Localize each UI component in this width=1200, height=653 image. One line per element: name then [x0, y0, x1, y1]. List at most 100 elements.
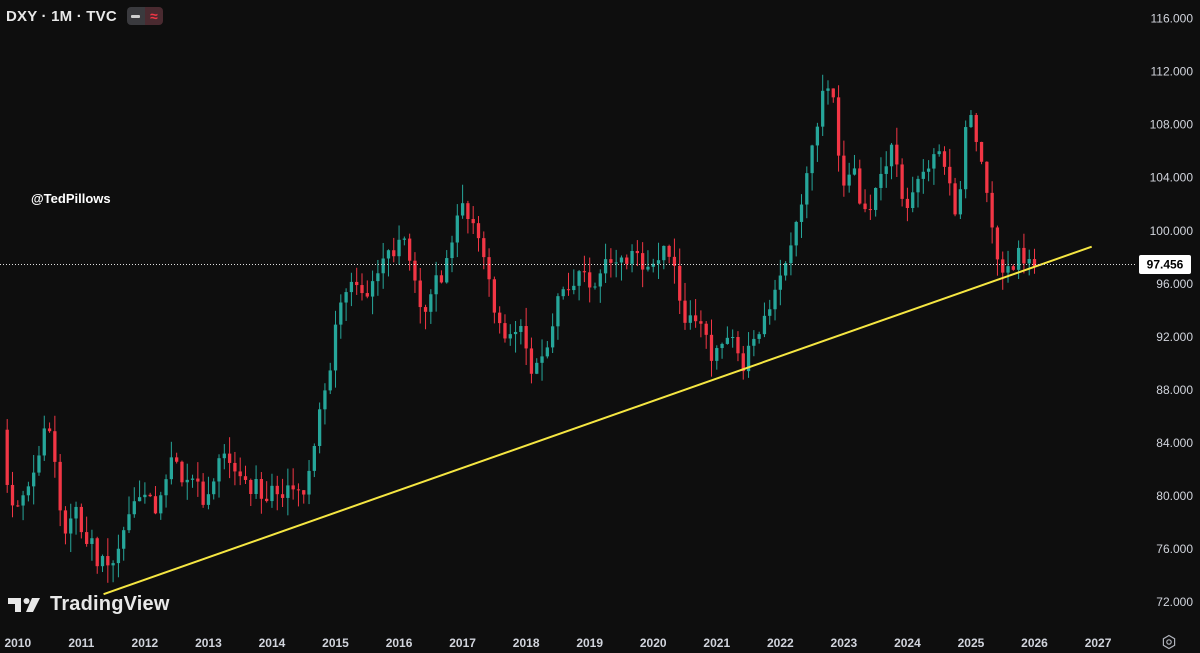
- candle-body: [233, 462, 237, 472]
- candle-body: [397, 239, 401, 257]
- x-tick-label: 2012: [132, 636, 159, 650]
- candle-body: [863, 203, 867, 210]
- candle-body: [408, 238, 412, 261]
- wave-icon[interactable]: ≈: [144, 7, 163, 25]
- y-tick-label: 96.000: [1156, 277, 1193, 291]
- candle-body: [344, 292, 348, 303]
- candle-body: [476, 223, 481, 239]
- candle-body: [1006, 266, 1010, 273]
- candle-body: [439, 275, 444, 283]
- minus-icon[interactable]: [126, 7, 145, 25]
- candle-body: [688, 315, 692, 323]
- candle-body: [556, 296, 560, 327]
- candle-body: [932, 154, 936, 169]
- candle-body: [905, 198, 910, 208]
- candle-body: [196, 478, 200, 482]
- candle-body: [577, 271, 581, 286]
- candle-body: [985, 161, 989, 193]
- candle-body: [630, 250, 634, 264]
- candle-body: [699, 321, 703, 324]
- candle-body: [201, 481, 205, 505]
- y-tick-label: 108.000: [1150, 118, 1194, 132]
- candle-body: [953, 183, 957, 215]
- candle-body: [895, 144, 899, 165]
- candle-body: [402, 238, 406, 240]
- candle-body: [323, 390, 327, 410]
- candle-body: [598, 273, 602, 287]
- candle-body: [492, 279, 497, 313]
- candle-body: [921, 171, 925, 179]
- candle-body: [836, 97, 841, 156]
- candle-body: [561, 289, 565, 297]
- candlestick-series: [5, 74, 1037, 583]
- candle-body: [974, 115, 978, 142]
- x-axis[interactable]: 2010 2011 2012 2013 2014 2015 2016 2017 2018 2019…: [4, 636, 1111, 650]
- candle-body: [709, 334, 714, 361]
- candle-body: [678, 265, 682, 301]
- candle-body: [519, 326, 523, 332]
- candle-body: [619, 257, 624, 263]
- indicator-toggle[interactable]: ≈: [126, 7, 163, 25]
- candle-body: [524, 326, 528, 349]
- x-tick-label: 2020: [640, 636, 667, 650]
- candle-body: [190, 478, 195, 480]
- candle-body: [858, 168, 862, 204]
- candle-body: [212, 481, 216, 495]
- candle-body: [58, 461, 62, 511]
- candle-body: [672, 256, 677, 266]
- candle-body: [513, 331, 518, 335]
- x-tick-label: 2024: [894, 636, 921, 650]
- candle-body: [662, 245, 666, 261]
- candle-body: [307, 470, 311, 495]
- candle-body: [752, 338, 756, 346]
- candle-body: [317, 409, 322, 446]
- candle-body: [127, 514, 131, 531]
- candle-body: [132, 501, 136, 515]
- candle-body: [773, 289, 777, 310]
- x-tick-label: 2018: [513, 636, 540, 650]
- candle-body: [243, 476, 248, 480]
- x-tick-label: 2023: [831, 636, 858, 650]
- candle-body: [360, 285, 364, 294]
- current-price-value: 97.456: [1147, 258, 1184, 272]
- settings-icon[interactable]: [1161, 634, 1177, 650]
- candle-body: [10, 484, 15, 506]
- y-axis[interactable]: 116.000 112.000 108.000 104.000 100.000 96.00…: [1150, 12, 1194, 610]
- x-tick-label: 2026: [1021, 636, 1048, 650]
- candle-body: [693, 315, 698, 322]
- candle-body: [572, 285, 576, 291]
- candle-body: [222, 453, 226, 459]
- candle-body: [603, 259, 608, 274]
- candle-body: [794, 221, 798, 246]
- x-tick-label: 2019: [576, 636, 603, 650]
- x-tick-label: 2027: [1085, 636, 1112, 650]
- candle-body: [148, 494, 152, 497]
- candle-body: [418, 280, 422, 308]
- x-tick-label: 2013: [195, 636, 222, 650]
- candle-body: [958, 189, 963, 215]
- candle-body: [1027, 259, 1031, 264]
- candle-body: [948, 166, 952, 184]
- candle-body: [842, 155, 846, 186]
- candle-body: [969, 115, 973, 128]
- candle-body: [768, 309, 772, 316]
- candle-body: [217, 458, 221, 482]
- candle-body: [365, 293, 369, 297]
- candle-body: [445, 258, 449, 283]
- candle-body: [164, 479, 168, 496]
- candle-body: [16, 505, 20, 507]
- candle-body: [312, 445, 316, 471]
- candle-body: [376, 273, 380, 282]
- x-tick-label: 2017: [449, 636, 476, 650]
- candle-body: [79, 506, 83, 533]
- support-trendline[interactable]: [103, 245, 1093, 596]
- candle-body: [498, 312, 502, 324]
- tradingview-logo[interactable]: TradingView: [8, 593, 170, 616]
- candle-body: [942, 151, 947, 167]
- candle-body: [778, 275, 782, 290]
- candle-body: [651, 263, 655, 267]
- candle-body: [169, 457, 174, 480]
- symbol-title[interactable]: DXY · 1M · TVC: [6, 7, 117, 25]
- tradingview-logo-icon: [8, 597, 40, 612]
